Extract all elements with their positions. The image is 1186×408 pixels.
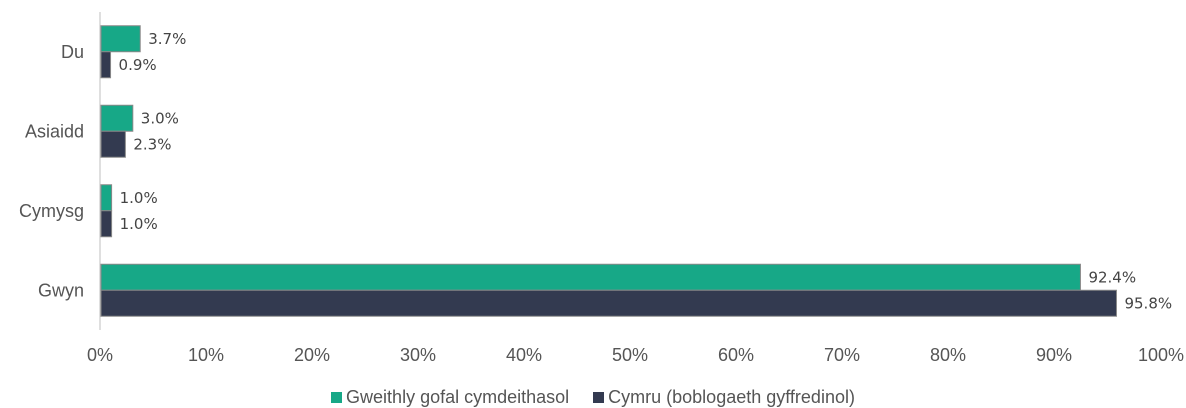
legend-label-series-2: Cymru (boblogaeth gyffredinol) (608, 386, 855, 407)
x-tick-label: 40% (506, 345, 542, 365)
category-label: Cymysg (19, 201, 84, 221)
x-tick-label: 20% (294, 345, 330, 365)
legend-label-series-1: Gweithly gofal cymdeithasol (346, 386, 570, 407)
bar-series-2 (100, 51, 112, 79)
bar-series-2 (100, 130, 126, 158)
data-label: 1.0% (120, 215, 158, 233)
data-label: 92.4% (1088, 268, 1136, 286)
data-label: 2.3% (133, 135, 171, 153)
x-tick-label: 0% (87, 345, 113, 365)
data-label: 0.9% (119, 56, 157, 74)
data-label: 1.0% (120, 189, 158, 207)
bar-series-1 (100, 184, 113, 212)
bar-series-2 (100, 210, 113, 238)
bar-series-2 (100, 289, 1117, 317)
legend-swatch-series-1 (331, 391, 343, 403)
category-label: Du (61, 42, 84, 62)
x-tick-label: 10% (188, 345, 224, 365)
category-label: Gwyn (38, 280, 84, 300)
x-tick-label: 80% (930, 345, 966, 365)
data-label: 3.7% (148, 30, 186, 48)
bar-series-1 (100, 104, 134, 132)
legend-item-series-1: Gweithly gofal cymdeithasol (331, 387, 569, 408)
x-tick-label: 100% (1138, 345, 1184, 365)
legend-swatch-series-2 (593, 391, 605, 403)
x-tick-label: 60% (718, 345, 754, 365)
legend-item-series-2: Cymru (boblogaeth gyffredinol) (593, 387, 855, 408)
data-label: 3.0% (141, 109, 179, 127)
data-label: 95.8% (1124, 294, 1172, 312)
bar-chart: Du Asiaidd Cymysg Gwyn 3.7% 3.0% 1.0% 92.4% 0.9%… (19, 12, 1184, 365)
x-tick-label: 50% (612, 345, 648, 365)
category-label: Asiaidd (25, 121, 84, 141)
x-tick-label: 70% (824, 345, 860, 365)
bar-series-1 (100, 263, 1081, 291)
x-tick-label: 90% (1036, 345, 1072, 365)
x-tick-label: 30% (400, 345, 436, 365)
legend: Gweithly gofal cymdeithasol Cymru (boblo… (0, 386, 1186, 408)
bar-series-1 (100, 25, 141, 53)
